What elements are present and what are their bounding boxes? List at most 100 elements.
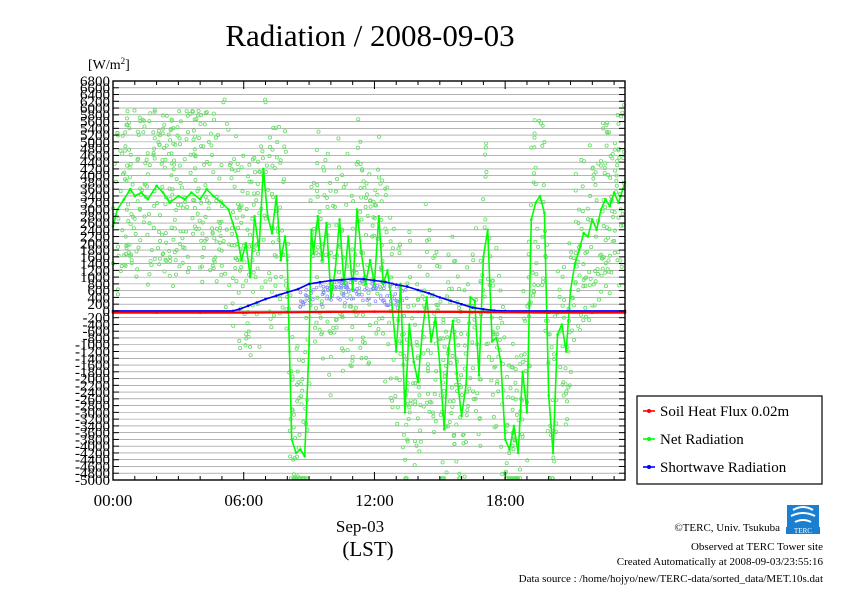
net-radiation-scatter-point [388,215,393,220]
net-radiation-scatter-point [505,374,510,379]
net-radiation-scatter-point [124,245,129,250]
net-radiation-scatter-point [239,203,244,208]
net-radiation-scatter-point [144,157,149,162]
net-radiation-scatter-point [610,151,615,156]
series-point-short [264,297,267,301]
net-radiation-scatter-point [482,152,487,157]
net-radiation-scatter-point [376,326,381,331]
net-radiation-scatter-point [240,189,245,194]
net-radiation-scatter-point [397,339,402,344]
net-radiation-scatter-point [359,356,364,361]
net-radiation-scatter-point [374,320,379,325]
net-radiation-scatter-point [529,203,534,208]
net-radiation-scatter-point [429,400,434,405]
net-radiation-scatter-point [445,424,450,429]
y-tick-label: 4600 [80,148,110,164]
y-tick-label: -1400 [75,351,110,367]
net-radiation-scatter-point [223,305,228,310]
net-radiation-scatter-point [355,145,360,150]
net-radiation-scatter-point [376,134,381,139]
net-radiation-scatter-point [612,210,617,215]
net-radiation-scatter-point [408,275,413,280]
net-radiation-scatter-point [525,458,530,463]
y-tick-label: 4400 [80,155,110,171]
series-point-net [551,451,555,455]
net-radiation-scatter-point [545,428,550,433]
net-radiation-scatter-point [166,132,171,137]
net-radiation-scatter-point [181,229,186,234]
series-point-net [198,198,202,201]
series-point-net [253,215,256,218]
y-tick-label: -800 [83,331,111,347]
net-radiation-scatter-point [190,109,195,114]
net-radiation-scatter-point [280,228,285,233]
net-radiation-scatter-point [570,296,575,301]
series-point-net [377,215,381,218]
net-radiation-scatter-point [127,147,132,152]
net-radiation-scatter-point [198,122,203,127]
net-radiation-scatter-point [499,444,504,449]
series-point-net [408,323,411,326]
shortwave-scatter-point [346,290,351,294]
series-point-net [460,414,463,418]
series-point-net [564,350,568,353]
net-radiation-scatter-point [315,160,320,165]
net-radiation-scatter-point [156,131,161,136]
net-radiation-scatter-point [254,198,259,203]
net-radiation-scatter-point [406,304,411,309]
series-point-net [573,262,577,265]
net-radiation-scatter-point [142,124,147,129]
net-radiation-scatter-point [353,305,358,310]
net-radiation-scatter-point [495,332,500,337]
net-radiation-scatter-point [426,369,431,374]
net-radiation-scatter-point [587,143,592,148]
net-radiation-scatter-point [171,237,176,242]
net-radiation-scatter-point [134,249,139,254]
net-radiation-scatter-point [203,238,208,243]
net-radiation-scatter-point [217,176,222,181]
net-radiation-scatter-point [291,472,296,477]
series-point-net [599,208,603,211]
net-radiation-scatter-point [116,292,121,297]
series-point-soil [286,311,289,314]
series-point-net [288,350,291,353]
net-radiation-scatter-point [229,176,234,181]
series-point-net [416,380,420,384]
net-radiation-scatter-point [483,145,488,150]
net-radiation-scatter-point [318,216,323,221]
net-radiation-scatter-point [618,258,623,263]
series-point-net [421,329,424,333]
net-radiation-scatter-point [498,315,503,320]
legend: Soil Heat Flux 0.02m Net Radiation Shortwa… [636,395,823,485]
net-radiation-scatter-point [540,234,545,239]
net-radiation-scatter-point [374,331,379,336]
shortwave-scatter-point [373,299,378,303]
net-radiation-scatter-point [325,151,330,156]
net-radiation-scatter-point [342,304,347,309]
net-radiation-scatter-point [247,232,252,237]
net-radiation-scatter-point [196,109,201,114]
net-radiation-scatter-point [194,117,199,122]
legend-box [636,395,823,485]
net-radiation-scatter-point [222,271,227,276]
y-tick-label: 4800 [80,142,110,158]
net-radiation-scatter-point [473,408,478,413]
net-radiation-scatter-point [513,367,518,372]
net-radiation-scatter-point [276,124,281,129]
y-tick-label: 6200 [80,94,110,110]
net-radiation-scatter-point [418,403,423,408]
net-radiation-scatter-point [557,294,562,299]
net-radiation-scatter-point [605,172,610,177]
x-tick-label: 00:00 [94,491,133,510]
net-radiation-scatter-point [456,343,461,348]
net-radiation-scatter-point [219,204,224,209]
net-radiation-scatter-point [425,391,430,396]
net-radiation-scatter-point [573,250,578,255]
net-radiation-scatter-point [495,379,500,384]
net-radiation-scatter-point [430,410,435,415]
net-radiation-scatter-point [193,153,198,158]
net-radiation-scatter-point [344,202,349,207]
net-radiation-scatter-point [162,122,167,127]
legend-label-net: Net Radiation [660,432,744,448]
net-radiation-scatter-point [450,404,455,409]
